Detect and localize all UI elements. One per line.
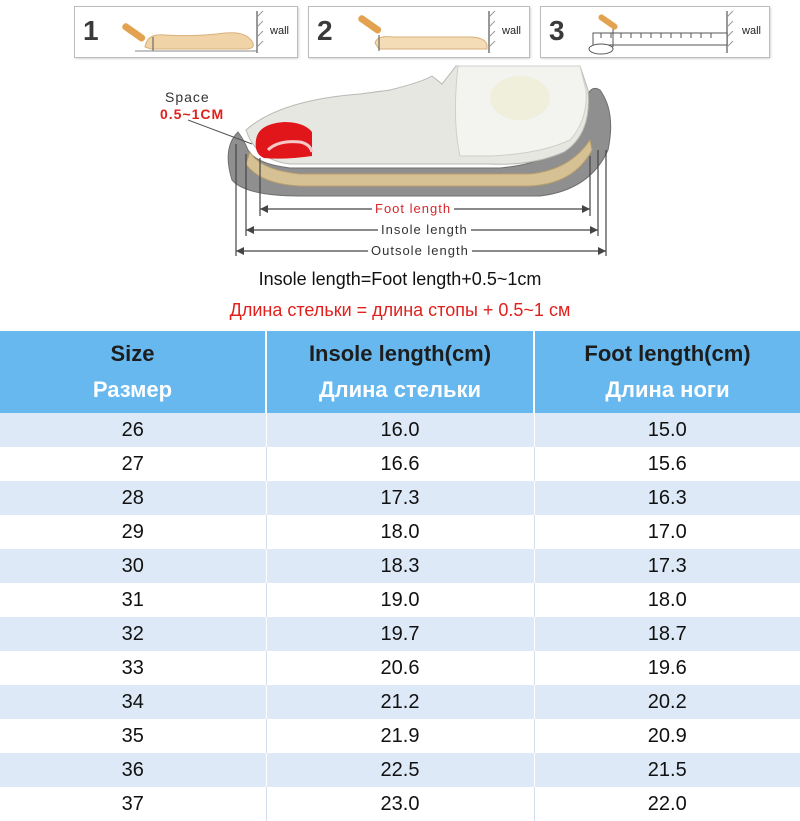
foot-cell: 18.7 bbox=[534, 617, 800, 651]
insole-cell: 22.5 bbox=[266, 753, 535, 787]
step-2-panel: 2 wall bbox=[308, 6, 530, 58]
header-size: Size Размер bbox=[0, 331, 267, 413]
foot-cell: 15.0 bbox=[534, 413, 800, 447]
header-size-ru: Размер bbox=[92, 377, 173, 402]
foot-cell: 20.9 bbox=[534, 719, 800, 753]
size-cell: 32 bbox=[0, 617, 267, 651]
header-insole-length: Insole length(cm) Длина стельки bbox=[266, 331, 535, 413]
foot-cell: 16.3 bbox=[534, 481, 800, 515]
step-3-panel: 3 wall bbox=[540, 6, 770, 58]
size-cell: 37 bbox=[0, 787, 267, 821]
insole-cell: 16.0 bbox=[266, 413, 535, 447]
table-row: 33 20.6 19.6 bbox=[0, 651, 800, 685]
table-row: 32 19.7 18.7 bbox=[0, 617, 800, 651]
insole-cell: 21.2 bbox=[266, 685, 535, 719]
insole-shape bbox=[245, 138, 593, 187]
insole-cell: 23.0 bbox=[266, 787, 535, 821]
space-value: 0.5~1CM bbox=[160, 106, 225, 122]
foot-length-label: Foot length bbox=[372, 201, 455, 216]
measurement-steps: 1 wall 2 wall 3 bbox=[74, 6, 770, 58]
insole-cell: 17.3 bbox=[266, 481, 535, 515]
header-foot-length: Foot length(cm) Длина ноги bbox=[534, 331, 800, 413]
header-foot-en: Foot length(cm) bbox=[584, 341, 751, 366]
toe-space-marker bbox=[255, 122, 312, 159]
size-chart-table: Size Размер Insole length(cm) Длина стел… bbox=[0, 331, 800, 821]
insole-cell: 18.3 bbox=[266, 549, 535, 583]
foot-cell: 17.0 bbox=[534, 515, 800, 549]
table-row: 29 18.0 17.0 bbox=[0, 515, 800, 549]
formula-english: Insole length=Foot length+0.5~1cm bbox=[258, 269, 542, 289]
table-row: 36 22.5 21.5 bbox=[0, 753, 800, 787]
header-insole-ru: Длина стельки bbox=[318, 377, 482, 402]
insole-cell: 21.9 bbox=[266, 719, 535, 753]
table-row: 28 17.3 16.3 bbox=[0, 481, 800, 515]
step-1-foot-illustration bbox=[122, 10, 264, 53]
foot-cell: 22.0 bbox=[534, 787, 800, 821]
outsole-length-label: Outsole length bbox=[368, 243, 472, 258]
size-cell: 28 bbox=[0, 481, 267, 515]
size-cell: 30 bbox=[0, 549, 267, 583]
table-row: 31 19.0 18.0 bbox=[0, 583, 800, 617]
step-3-wall-label: wall bbox=[742, 25, 761, 37]
step-2-wall-label: wall bbox=[502, 25, 521, 37]
header-size-en: Size bbox=[110, 341, 155, 366]
insole-cell: 20.6 bbox=[266, 651, 535, 685]
size-cell: 35 bbox=[0, 719, 267, 753]
insole-cell: 19.0 bbox=[266, 583, 535, 617]
size-cell: 29 bbox=[0, 515, 267, 549]
header-insole-en: Insole length(cm) bbox=[308, 341, 492, 366]
space-label: Space bbox=[165, 89, 210, 105]
size-cell: 36 bbox=[0, 753, 267, 787]
foot-cell: 18.0 bbox=[534, 583, 800, 617]
size-cell: 34 bbox=[0, 685, 267, 719]
size-cell: 27 bbox=[0, 447, 267, 481]
size-cell: 26 bbox=[0, 413, 267, 447]
table-row: 37 23.0 22.0 bbox=[0, 787, 800, 821]
formula-russian: Длина стельки = длина стопы + 0.5~1 см bbox=[229, 300, 571, 320]
foot-cell: 21.5 bbox=[534, 753, 800, 787]
step-3-number: 3 bbox=[549, 15, 565, 46]
header-foot-ru: Длина ноги bbox=[605, 377, 730, 402]
step-2-number: 2 bbox=[317, 15, 333, 46]
foot-cell: 19.6 bbox=[534, 651, 800, 685]
step-2-foot-illustration bbox=[358, 10, 496, 53]
insole-cell: 16.6 bbox=[266, 447, 535, 481]
foot-cell: 20.2 bbox=[534, 685, 800, 719]
shoe-diagram bbox=[187, 65, 612, 256]
insole-cell: 18.0 bbox=[266, 515, 535, 549]
table-row: 30 18.3 17.3 bbox=[0, 549, 800, 583]
insole-length-label: Insole length bbox=[378, 222, 471, 237]
foot-cell: 17.3 bbox=[534, 549, 800, 583]
step-1-wall-label: wall bbox=[270, 25, 289, 37]
step-1-panel: 1 wall bbox=[74, 6, 298, 58]
table-row: 27 16.6 15.6 bbox=[0, 447, 800, 481]
size-cell: 33 bbox=[0, 651, 267, 685]
insole-cell: 19.7 bbox=[266, 617, 535, 651]
table-row: 35 21.9 20.9 bbox=[0, 719, 800, 753]
table-row: 34 21.2 20.2 bbox=[0, 685, 800, 719]
foot-cell: 15.6 bbox=[534, 447, 800, 481]
step-1-number: 1 bbox=[83, 15, 99, 46]
table-row: 26 16.0 15.0 bbox=[0, 413, 800, 447]
table-header-row: Size Размер Insole length(cm) Длина стел… bbox=[0, 331, 800, 413]
size-cell: 31 bbox=[0, 583, 267, 617]
step-3-ruler-illustration bbox=[588, 10, 734, 55]
